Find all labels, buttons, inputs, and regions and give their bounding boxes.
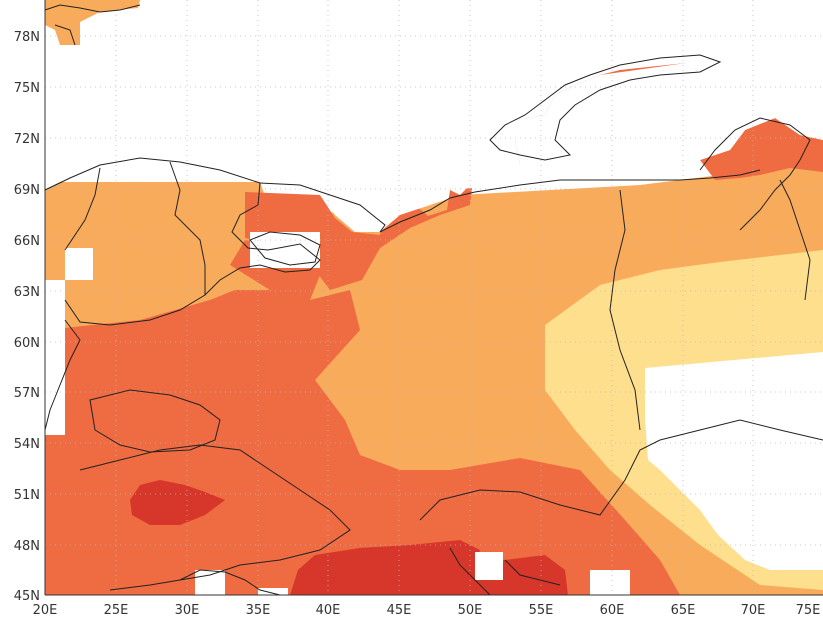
coast-kola: [259, 182, 386, 233]
coast-scandinavia: [44, 157, 321, 326]
missing-data-mask: [0, 0, 823, 595]
contour-region-high-yamal: [700, 118, 823, 180]
longitude-axis: 20E 25E 30E 35E 40E 45E 50E 55E 60E 65E …: [33, 603, 821, 618]
gridlines: [45, 0, 823, 595]
border-finland-russia: [169, 161, 206, 295]
lon-tick-label: 55E: [529, 603, 554, 618]
mask-caspian-b: [590, 570, 630, 595]
coastline-layer: [44, 4, 823, 596]
latitude-axis: 78N 75N 72N 69N 66N 63N 60N 57N 54N 51N …: [14, 30, 40, 604]
border-belarus: [89, 389, 221, 453]
lat-tick-label: 63N: [14, 285, 40, 300]
lat-tick-label: 51N: [14, 488, 40, 503]
mask-caspian-a: [475, 552, 503, 580]
border-kazakhstan: [419, 419, 823, 521]
lat-tick-label: 57N: [14, 386, 40, 401]
coast-arctic: [379, 169, 761, 233]
coast-ob-gulf: [779, 179, 811, 301]
coast-novaya-zemlya: [489, 54, 722, 161]
coast-yamal: [699, 117, 811, 231]
border-sweden-norway: [64, 167, 101, 251]
lat-tick-label: 75N: [14, 81, 40, 96]
lon-tick-label: 60E: [600, 603, 625, 618]
lon-tick-label: 30E: [175, 603, 200, 618]
lon-tick-label: 20E: [33, 603, 58, 618]
lon-tick-label: 25E: [104, 603, 129, 618]
lat-tick-label: 66N: [14, 234, 40, 249]
mask-finland-west: [65, 248, 93, 280]
lon-tick-label: 40E: [316, 603, 341, 618]
coast-svalbard: [44, 4, 141, 46]
mask-white-sea: [250, 232, 320, 268]
lat-tick-label: 69N: [14, 183, 40, 198]
lon-tick-label: 65E: [671, 603, 696, 618]
mask-azov: [258, 588, 288, 595]
lon-tick-label: 35E: [246, 603, 271, 618]
coast-black-sea: [179, 569, 281, 596]
lon-tick-label: 75E: [796, 603, 821, 618]
lon-tick-label: 70E: [741, 603, 766, 618]
coast-caspian: [449, 547, 561, 596]
border-urals: [609, 189, 641, 431]
mask-kazakh: [645, 352, 823, 570]
lat-tick-label: 72N: [14, 132, 40, 147]
mask-black-sea: [195, 570, 225, 595]
border-ukraine: [79, 444, 351, 591]
contour-region-highest-west: [130, 480, 225, 525]
mask-north-sea: [0, 0, 823, 232]
lat-tick-label: 45N: [14, 589, 40, 604]
lat-tick-label: 78N: [14, 30, 40, 45]
lat-tick-label: 60N: [14, 336, 40, 351]
lat-tick-label: 54N: [14, 437, 40, 452]
contour-region-svalbard: [45, 0, 140, 45]
coast-white-sea: [249, 231, 321, 266]
contour-region-highest-south: [290, 540, 568, 595]
contour-region-high-north: [245, 188, 472, 290]
mask-west-coast: [45, 280, 65, 435]
lat-tick-label: 48N: [14, 539, 40, 554]
lon-tick-label: 45E: [387, 603, 412, 618]
border-baltic: [44, 319, 81, 431]
lon-tick-label: 50E: [458, 603, 483, 618]
